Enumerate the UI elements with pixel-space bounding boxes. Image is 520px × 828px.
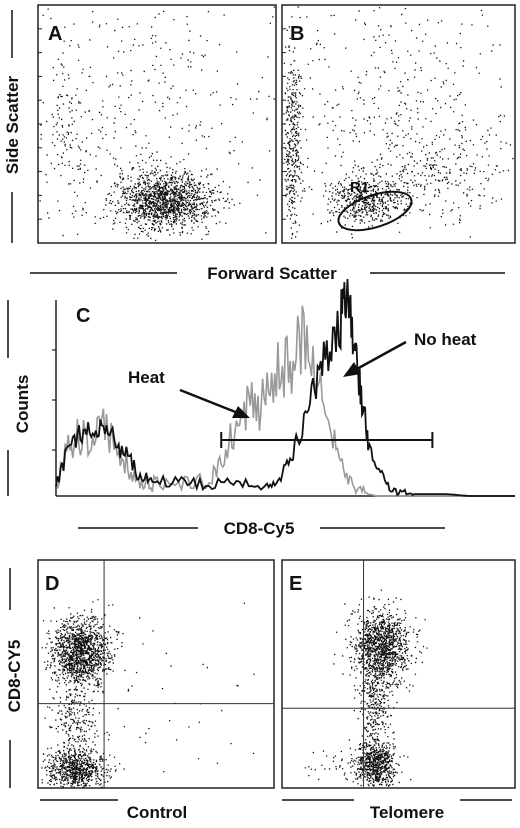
- panel-d-population-2: [41, 744, 121, 789]
- heat-annotation: Heat: [128, 368, 165, 387]
- panel-d-letter: D: [45, 573, 59, 595]
- forward-scatter-label: Forward Scatter: [207, 264, 337, 283]
- panel-d-population-3: [44, 663, 110, 784]
- panel-a-population-1: [62, 152, 259, 241]
- panel-e: E Telomere: [281, 559, 516, 822]
- cd8-gate-marker: [220, 432, 434, 448]
- counts-label: Counts: [13, 375, 32, 434]
- panel-b-population-2: [283, 26, 306, 238]
- r1-gate: [337, 190, 413, 232]
- panel-a-letter: A: [48, 23, 62, 45]
- no-heat-annotation: No heat: [414, 330, 477, 349]
- telomere-label: Telomere: [370, 803, 444, 822]
- panel-e-frame: [281, 559, 516, 789]
- cd8-cy5-x-label: CD8-Cy5: [224, 519, 295, 538]
- panel-b-letter: B: [290, 23, 304, 45]
- panel-c-ticks: [52, 349, 56, 451]
- panel-c-letter: C: [76, 305, 90, 327]
- panel-b-frame: [281, 4, 516, 244]
- panel-e-population-2: [350, 729, 409, 787]
- side-scatter-label: Side Scatter: [3, 75, 22, 174]
- no-heat-arrow: [343, 340, 407, 377]
- ab-axes: Side Scatter Forward Scatter: [3, 10, 505, 283]
- panel-e-quadrant-lines: [282, 560, 515, 788]
- r1-gate-label: R1: [350, 179, 369, 196]
- panel-b-population-3: [330, 101, 514, 238]
- cd8-cy5-y-label: CD8-CY5: [5, 640, 24, 713]
- panel-e-dots: [304, 589, 428, 787]
- panel-e-letter: E: [289, 573, 302, 595]
- panel-d-dots: [41, 599, 255, 789]
- panel-d-population-1: [41, 599, 126, 703]
- heat-arrow: [179, 388, 250, 418]
- panel-a-dots: [39, 6, 275, 241]
- panel-d: D Control CD8-CY5: [5, 559, 275, 822]
- panel-a: A: [37, 4, 277, 244]
- heat-histogram-line: [55, 305, 515, 497]
- panel-e-population-1: [333, 589, 428, 704]
- panel-d-quadrant-lines: [38, 560, 274, 788]
- panel-e-population-3: [353, 649, 395, 771]
- panel-b: R1 B: [281, 4, 516, 244]
- no-heat-histogram-line: [55, 278, 515, 497]
- panel-c: C Heat No heat Counts CD8-Cy5: [7, 278, 515, 538]
- control-label: Control: [127, 803, 187, 822]
